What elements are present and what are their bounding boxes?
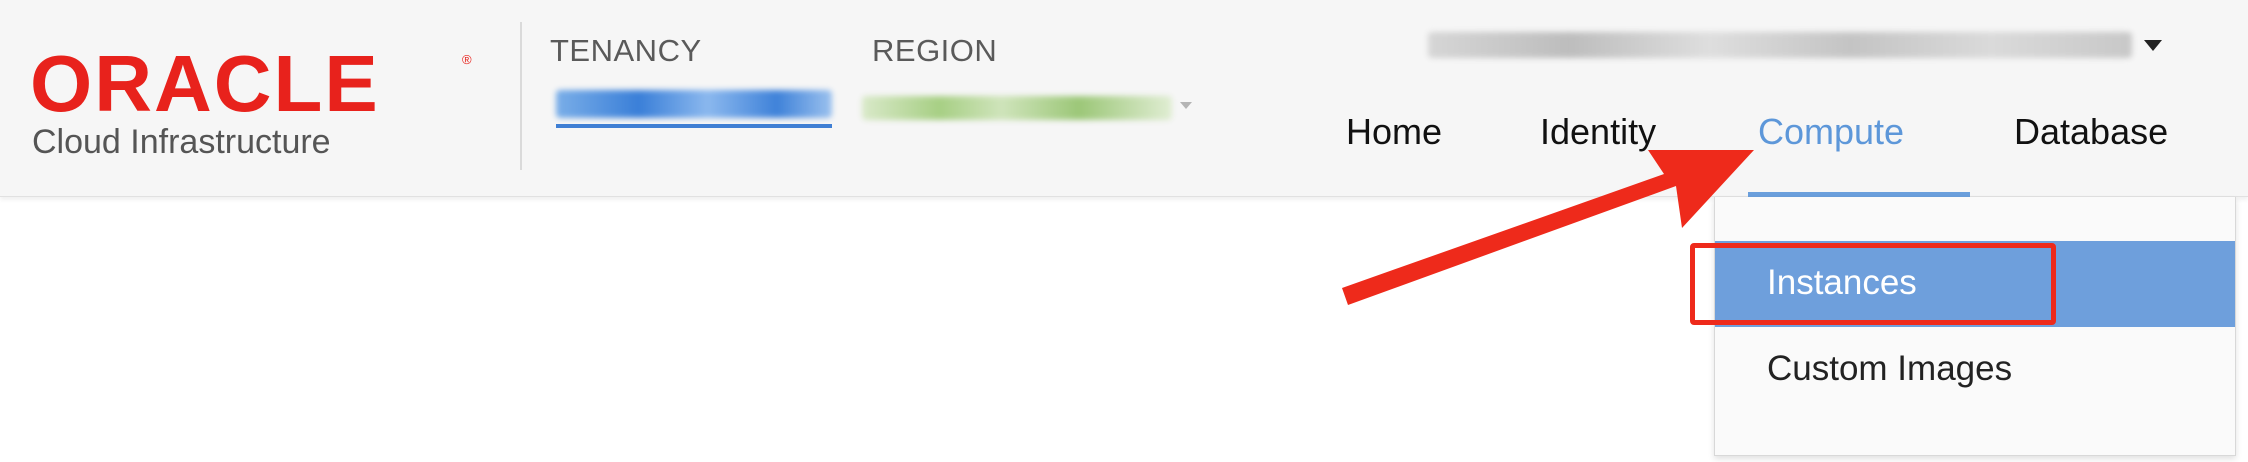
region-name-redacted: [862, 96, 1172, 120]
caret-down-icon: [2144, 40, 2162, 51]
logo-wordmark: ORACLE: [30, 39, 380, 128]
header-divider: [520, 22, 522, 170]
chevron-down-icon: [1180, 102, 1192, 109]
tab-database[interactable]: Database: [2014, 111, 2169, 152]
tab-compute[interactable]: Compute: [1758, 111, 1905, 152]
top-header-bar: ORACLE ® Cloud Infrastructure TENANCY RE…: [0, 0, 2248, 197]
logo-subtitle: Cloud Infrastructure: [32, 123, 331, 161]
compute-dropdown-menu: Instances Custom Images: [1714, 197, 2236, 456]
menu-item-label: Custom Images: [1767, 349, 2013, 388]
user-name-redacted: [1428, 32, 2132, 58]
tenancy-link[interactable]: [556, 86, 836, 128]
region-label: REGION: [872, 33, 998, 68]
tab-identity[interactable]: Identity: [1540, 111, 1657, 152]
tab-home[interactable]: Home: [1346, 111, 1443, 152]
menu-item-instances[interactable]: Instances: [1715, 241, 2235, 327]
logo-registered-mark: ®: [462, 52, 472, 67]
tenancy-name-redacted: [556, 90, 832, 118]
oracle-cloud-logo[interactable]: ORACLE ® Cloud Infrastructure: [30, 44, 480, 164]
annotation-highlight-box: [1690, 243, 2056, 325]
tenancy-label: TENANCY: [550, 33, 702, 68]
tenancy-link-underline: [556, 124, 832, 128]
user-menu[interactable]: [1428, 26, 2168, 66]
menu-item-label: Instances: [1767, 263, 1917, 302]
region-selector[interactable]: [862, 94, 1192, 124]
active-tab-indicator: [1748, 192, 1970, 197]
menu-item-custom-images[interactable]: Custom Images: [1715, 327, 2235, 413]
